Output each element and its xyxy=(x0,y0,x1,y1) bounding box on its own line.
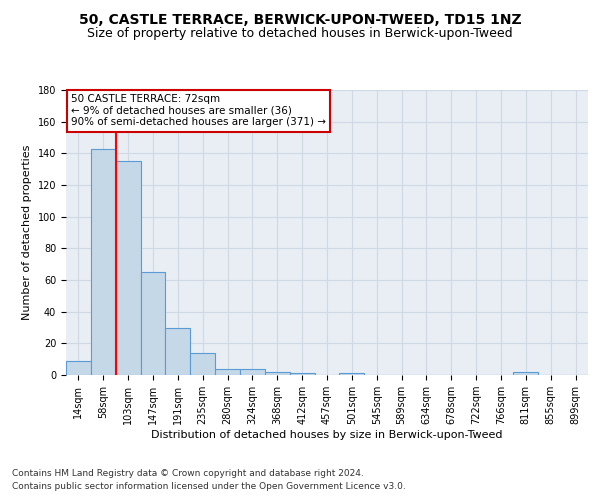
Bar xyxy=(91,148,116,375)
Text: 50, CASTLE TERRACE, BERWICK-UPON-TWEED, TD15 1NZ: 50, CASTLE TERRACE, BERWICK-UPON-TWEED, … xyxy=(79,12,521,26)
Bar xyxy=(340,374,364,375)
Bar xyxy=(190,353,215,375)
Bar xyxy=(140,272,166,375)
Bar xyxy=(116,161,140,375)
Y-axis label: Number of detached properties: Number of detached properties xyxy=(22,145,32,320)
Bar xyxy=(215,368,240,375)
Bar xyxy=(240,368,265,375)
Bar xyxy=(514,372,538,375)
Bar xyxy=(290,374,314,375)
Text: Contains HM Land Registry data © Crown copyright and database right 2024.: Contains HM Land Registry data © Crown c… xyxy=(12,468,364,477)
Text: 50 CASTLE TERRACE: 72sqm
← 9% of detached houses are smaller (36)
90% of semi-de: 50 CASTLE TERRACE: 72sqm ← 9% of detache… xyxy=(71,94,326,128)
Bar xyxy=(265,372,290,375)
Text: Contains public sector information licensed under the Open Government Licence v3: Contains public sector information licen… xyxy=(12,482,406,491)
Text: Size of property relative to detached houses in Berwick-upon-Tweed: Size of property relative to detached ho… xyxy=(87,28,513,40)
X-axis label: Distribution of detached houses by size in Berwick-upon-Tweed: Distribution of detached houses by size … xyxy=(151,430,503,440)
Bar xyxy=(66,361,91,375)
Bar xyxy=(166,328,190,375)
